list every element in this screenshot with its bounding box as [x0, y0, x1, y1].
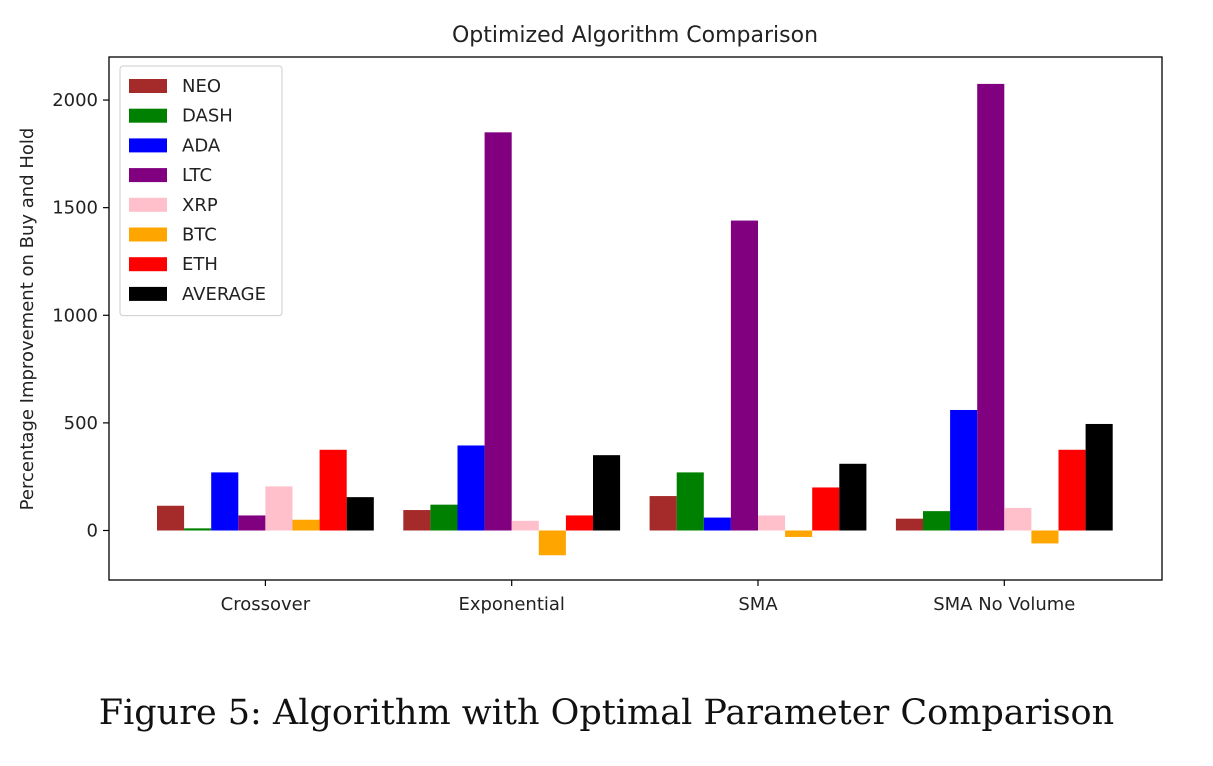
figure-caption: Figure 5: Algorithm with Optimal Paramet…	[98, 693, 1115, 733]
y-tick-label: 1500	[52, 198, 98, 219]
ticks-layer: 0 500 1000 1500 2000 Crossover Exponential SMA S…	[52, 90, 1075, 615]
bar-dash-sma-no-volume	[923, 511, 951, 531]
y-tick-label: 0	[87, 520, 98, 541]
legend-label-ltc: LTC	[182, 165, 212, 186]
x-tick-label: SMA No Volume	[933, 594, 1075, 615]
bar-neo-crossover	[157, 505, 185, 531]
bar-ada-sma	[703, 517, 731, 531]
bar-xrp-sma-no-volume	[1004, 507, 1032, 531]
bar-average-sma	[839, 463, 867, 531]
bar-btc-sma	[785, 530, 813, 537]
bar-xrp-exponential	[511, 520, 539, 531]
legend-label-eth: ETH	[182, 254, 218, 275]
bar-eth-sma	[812, 487, 840, 531]
legend-swatch-ltc	[129, 168, 167, 183]
legend-label-btc: BTC	[182, 225, 217, 246]
chart-title: Optimized Algorithm Comparison	[452, 23, 818, 48]
bar-neo-exponential	[403, 510, 431, 531]
bar-ltc-crossover	[238, 515, 266, 531]
bar-btc-crossover	[292, 519, 320, 531]
bar-eth-crossover	[319, 449, 347, 531]
legend-swatch-dash	[129, 108, 167, 123]
bar-average-sma-no-volume	[1085, 423, 1113, 531]
bar-xrp-crossover	[265, 486, 293, 531]
bar-ltc-sma-no-volume	[977, 83, 1005, 531]
legend-box	[119, 65, 283, 317]
x-tick-label: Crossover	[221, 594, 311, 615]
legend-label-neo: NEO	[182, 76, 221, 97]
legend: NEO DASH ADA LTC XRP BTC ETH AVERAGE	[119, 65, 283, 317]
bar-ada-crossover	[211, 472, 239, 531]
y-tick-label: 500	[64, 413, 98, 434]
bar-neo-sma	[649, 496, 677, 531]
y-tick-label: 1000	[52, 305, 98, 326]
bar-ada-exponential	[457, 445, 485, 531]
bar-dash-sma	[676, 472, 704, 531]
x-tick-label: Exponential	[458, 594, 564, 615]
y-axis-label: Percentage Improvement on Buy and Hold	[17, 128, 38, 511]
bar-average-exponential	[593, 455, 621, 531]
bars-layer	[157, 83, 1113, 556]
bar-ada-sma-no-volume	[950, 409, 978, 531]
legend-swatch-neo	[129, 79, 167, 93]
legend-swatch-btc	[129, 227, 167, 242]
bar-eth-exponential	[565, 515, 593, 531]
legend-swatch-average	[129, 286, 167, 301]
bar-xrp-sma	[758, 515, 786, 531]
legend-label-ada: ADA	[182, 135, 221, 156]
bar-neo-sma-no-volume	[895, 518, 923, 531]
x-tick-label: SMA	[738, 594, 778, 615]
bar-ltc-sma	[730, 220, 758, 531]
plot-frame	[108, 56, 1163, 581]
bar-ltc-exponential	[484, 132, 512, 531]
legend-swatch-eth	[129, 257, 167, 272]
legend-label-average: AVERAGE	[182, 284, 266, 305]
y-tick-label: 2000	[52, 90, 98, 111]
bar-btc-exponential	[538, 530, 566, 556]
legend-label-xrp: XRP	[182, 195, 218, 216]
bar-average-crossover	[346, 497, 374, 531]
bar-chart: Optimized Algorithm Comparison Percentag…	[17, 23, 1163, 615]
bar-btc-sma-no-volume	[1031, 530, 1059, 544]
bar-dash-exponential	[430, 504, 458, 531]
legend-swatch-xrp	[129, 197, 167, 212]
legend-swatch-ada	[129, 138, 167, 153]
legend-label-dash: DASH	[182, 106, 233, 127]
bar-dash-crossover	[184, 528, 212, 531]
bar-eth-sma-no-volume	[1058, 449, 1086, 531]
